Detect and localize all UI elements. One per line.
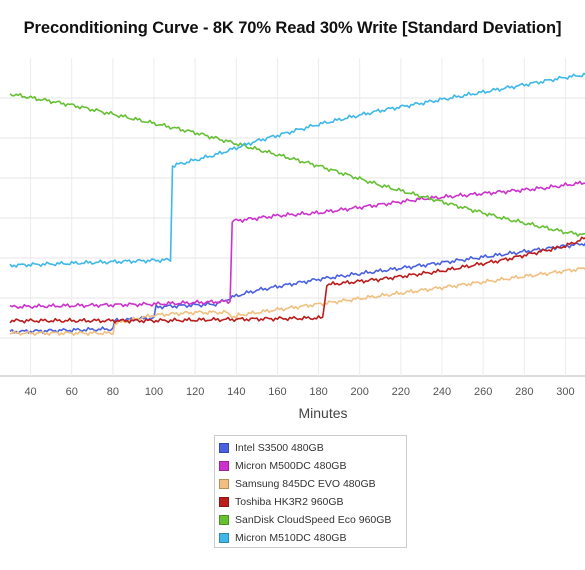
legend-swatch xyxy=(219,497,229,507)
series-line-intel-s3500-480gb xyxy=(9,242,585,335)
legend-item[interactable]: Intel S3500 480GB xyxy=(219,439,406,457)
legend-swatch xyxy=(219,479,229,489)
legend-item[interactable]: Toshiba HK3R2 960GB xyxy=(219,493,406,511)
x-tick-label: 240 xyxy=(433,386,451,398)
x-tick-label: 120 xyxy=(186,386,204,398)
legend-label: Micron M510DC 480GB xyxy=(235,532,347,544)
x-tick-label: 40 xyxy=(24,386,36,398)
series-line-samsung-845dc-evo-480gb xyxy=(9,267,585,337)
x-tick-label: 60 xyxy=(66,386,78,398)
series-layer xyxy=(9,72,585,337)
legend-swatch xyxy=(219,443,229,453)
legend-item[interactable]: SanDisk CloudSpeed Eco 960GB xyxy=(219,511,406,529)
x-tick-labels: 40 60 80 100 120 140 160 180 200 220 240 260 280 300 xyxy=(24,386,574,398)
series-line-micron-m500dc-480gb xyxy=(9,180,585,310)
legend-label: Samsung 845DC EVO 480GB xyxy=(235,478,376,490)
legend-swatch xyxy=(219,533,229,543)
x-tick-label: 80 xyxy=(107,386,119,398)
x-axis-title: Minutes xyxy=(298,405,347,421)
x-tick-label: 300 xyxy=(556,386,574,398)
x-tick-label: 220 xyxy=(392,386,410,398)
legend-swatch xyxy=(219,515,229,525)
x-tick-label: 180 xyxy=(309,386,327,398)
chart-title: Preconditioning Curve - 8K 70% Read 30% … xyxy=(23,19,562,37)
x-tick-label: 140 xyxy=(227,386,245,398)
legend-label: Intel S3500 480GB xyxy=(235,442,324,454)
legend-item[interactable]: Samsung 845DC EVO 480GB xyxy=(219,475,406,493)
x-tick-label: 160 xyxy=(268,386,286,398)
legend-swatch xyxy=(219,461,229,471)
legend-label: Micron M500DC 480GB xyxy=(235,460,347,472)
x-tick-label: 280 xyxy=(515,386,533,398)
x-tick-label: 260 xyxy=(474,386,492,398)
x-tick-label: 200 xyxy=(351,386,369,398)
series-line-micron-m510dc-480gb xyxy=(9,72,585,268)
legend-label: SanDisk CloudSpeed Eco 960GB xyxy=(235,514,392,526)
legend: Intel S3500 480GB Micron M500DC 480GB Sams… xyxy=(214,435,407,548)
series-line-toshiba-hk3r2-960gb xyxy=(9,236,585,324)
legend-item[interactable]: Micron M500DC 480GB xyxy=(219,457,406,475)
legend-label: Toshiba HK3R2 960GB xyxy=(235,496,344,508)
series-line-sandisk-cloudspeed-eco-960gb xyxy=(9,93,585,237)
x-tick-label: 100 xyxy=(145,386,163,398)
legend-item[interactable]: Micron M510DC 480GB xyxy=(219,529,406,547)
